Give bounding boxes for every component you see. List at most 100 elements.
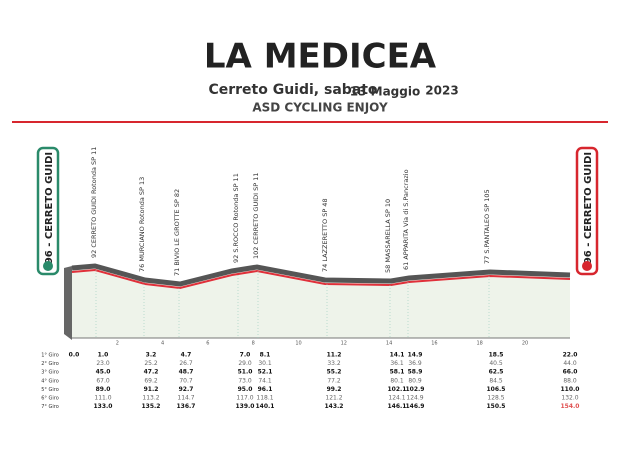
km-value: 22.0 [563, 352, 578, 359]
km-value: 7.0 [240, 352, 251, 359]
km-value: 30.1 [258, 360, 272, 367]
waypoint-label: 74 LAZZERETTO SP 48 [321, 198, 329, 272]
date: 13 Maggio [350, 85, 420, 99]
lap-label: 4° Giro [41, 378, 59, 384]
title: LA MEDICEA [204, 37, 437, 77]
km-value: 146.1 [388, 403, 407, 410]
km-value: 29.0 [238, 360, 252, 367]
km-value: 58.1 [390, 369, 405, 376]
start-box [36, 146, 60, 276]
waypoint-label: 76 MURCIANO Rotonda SP 13 [138, 177, 146, 272]
km-value: 102.9 [406, 386, 425, 393]
km-value: 111.0 [94, 395, 111, 402]
km-tick-label: 14 [386, 341, 392, 347]
km-value: 51.0 [238, 369, 253, 376]
lap-label: 5° Giro [41, 387, 59, 393]
km-value: 118.1 [256, 395, 273, 402]
km-value: 132.0 [561, 395, 578, 402]
km-value: 14.1 [390, 352, 405, 359]
finish-box [575, 146, 599, 276]
km-value: 23.0 [96, 360, 110, 367]
waypoint-label: 102 CERRETO GUIDI SP 11 [252, 173, 260, 260]
km-value: 136.7 [177, 403, 196, 410]
lap-label: 2° Giro [41, 361, 59, 367]
km-value: 139.0 [236, 403, 255, 410]
km-tick-label: 6 [206, 341, 209, 347]
km-value: 0.0 [69, 352, 80, 359]
km-value: 70.7 [179, 377, 193, 384]
km-value: 80.9 [408, 377, 422, 384]
finish-icon [582, 261, 592, 271]
km-value: 124.9 [406, 395, 423, 402]
km-tick-label: 12 [341, 341, 347, 347]
km-value: 146.9 [406, 403, 425, 410]
km-value: 62.5 [489, 369, 504, 376]
waypoint-label: 92 S.ROCCO Rotonda SP 11 [232, 173, 240, 263]
km-value: 143.2 [325, 403, 344, 410]
km-value: 36.9 [408, 360, 422, 367]
km-value: 150.5 [487, 403, 506, 410]
km-value: 69.2 [144, 377, 158, 384]
km-value: 52.1 [258, 369, 273, 376]
km-value: 66.0 [563, 369, 578, 376]
waypoint-label: 71 BIVIO LE GROTTE SP 82 [173, 189, 181, 276]
km-value: 58.9 [408, 369, 423, 376]
km-value: 45.0 [96, 369, 111, 376]
km-value: 121.2 [325, 395, 342, 402]
km-value: 140.1 [256, 403, 275, 410]
km-tick-label: 2 [116, 341, 119, 347]
profile-edge [64, 266, 72, 340]
km-value: 44.0 [563, 360, 577, 367]
km-value: 26.7 [179, 360, 193, 367]
km-value: 40.5 [489, 360, 503, 367]
km-value: 8.1 [260, 352, 271, 359]
km-value: 88.0 [563, 377, 577, 384]
km-value: 114.7 [177, 395, 194, 402]
start-label: 96 - CERRETO GUIDI [44, 152, 55, 264]
subtitle: Cerreto Guidi, sabato [208, 82, 377, 98]
waypoint-label: 77 S.PANTALEO SP 105 [483, 189, 491, 264]
km-value: 1.0 [98, 352, 109, 359]
profile-road [71, 268, 571, 290]
waypoint-label: 61 APPARITA Via di S.Pancrazio [402, 169, 410, 270]
km-value: 55.2 [327, 369, 342, 376]
km-value: 11.2 [327, 352, 342, 359]
km-tick-label: 8 [252, 341, 255, 347]
km-value: 48.7 [179, 369, 194, 376]
km-value: 99.2 [327, 386, 342, 393]
start-badge: 96 - CERRETO GUIDI [36, 146, 60, 276]
km-value: 18.5 [489, 352, 504, 359]
km-value: 110.0 [561, 386, 580, 393]
profile-top [71, 263, 571, 287]
km-value: 80.1 [390, 377, 404, 384]
organizer: ASD CYCLING ENJOY [252, 101, 388, 115]
waypoint-label: 92 CERRETO GUIDI Rotonda SP 11 [90, 147, 98, 258]
km-value: 117.0 [236, 395, 253, 402]
km-tick-label: 16 [431, 341, 437, 347]
waypoint-label: 58 MASSARELLA SP 10 [384, 199, 392, 273]
finish-badge: 96 - CERRETO GUIDI [575, 146, 599, 276]
year: 2023 [425, 84, 458, 98]
km-value: 14.9 [408, 352, 423, 359]
km-value: 74.1 [258, 377, 272, 384]
km-tick-label: 4 [161, 341, 164, 347]
km-value: 3.2 [146, 352, 157, 359]
km-value: 135.2 [142, 403, 161, 410]
km-value: 4.7 [181, 352, 192, 359]
km-value: 91.2 [144, 386, 159, 393]
km-value: 113.2 [142, 395, 159, 402]
km-value: 102.1 [388, 386, 407, 393]
km-value: 73.0 [238, 377, 252, 384]
km-tick-label: 18 [477, 341, 483, 347]
km-tick-label: 10 [295, 341, 301, 347]
lap-label: 1° Giro [41, 353, 59, 359]
km-value: 89.0 [96, 386, 111, 393]
km-value: 47.2 [144, 369, 159, 376]
km-value: 154.0 [561, 403, 580, 410]
km-value: 36.1 [390, 360, 404, 367]
start-icon [43, 261, 53, 271]
km-value: 95.0 [238, 386, 253, 393]
lap-label: 3° Giro [41, 370, 59, 376]
